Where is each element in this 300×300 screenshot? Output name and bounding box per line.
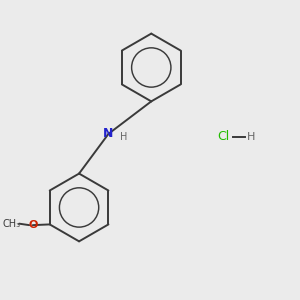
Text: CH₃: CH₃ [2, 219, 20, 229]
Text: H: H [120, 132, 128, 142]
Text: H: H [247, 132, 255, 142]
Text: Cl: Cl [217, 130, 230, 143]
Text: N: N [103, 127, 114, 140]
Text: O: O [28, 220, 38, 230]
